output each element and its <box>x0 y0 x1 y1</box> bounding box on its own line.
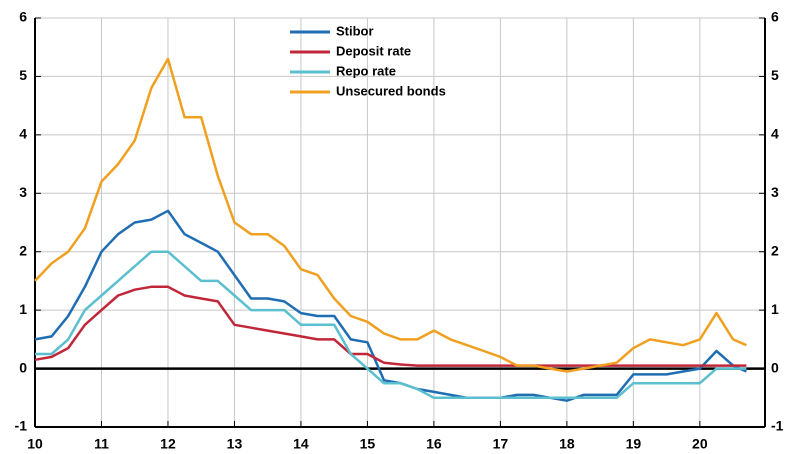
y2-tick-label: -1 <box>771 418 784 434</box>
x-tick-label: 15 <box>360 436 376 452</box>
x-tick-label: 17 <box>493 436 509 452</box>
y2-tick-label: 6 <box>771 9 779 25</box>
x-tick-label: 19 <box>626 436 642 452</box>
x-tick-label: 20 <box>692 436 708 452</box>
series-line <box>34 285 747 367</box>
y-tick-label: 3 <box>19 184 27 200</box>
x-tick-label: 16 <box>426 436 442 452</box>
y-tick-label: 5 <box>19 67 27 83</box>
x-tick-label: 12 <box>160 436 176 452</box>
y2-tick-label: 3 <box>771 184 779 200</box>
x-tick-label: 10 <box>27 436 43 452</box>
legend-label: Repo rate <box>336 63 396 78</box>
series-line <box>34 57 747 373</box>
y-tick-label: 6 <box>19 9 27 25</box>
y2-tick-label: 1 <box>771 301 779 317</box>
legend-label: Unsecured bonds <box>336 83 446 98</box>
y-tick-label: 1 <box>19 301 27 317</box>
y-tick-label: -1 <box>15 418 28 434</box>
y2-tick-label: 5 <box>771 67 779 83</box>
x-tick-label: 14 <box>293 436 309 452</box>
y2-tick-label: 2 <box>771 242 779 258</box>
y-tick-label: 0 <box>19 359 27 375</box>
legend-label: Stibor <box>336 23 374 38</box>
series-line <box>34 209 747 402</box>
y-tick-label: 4 <box>19 126 27 142</box>
x-tick-label: 18 <box>559 436 575 452</box>
x-tick-label: 11 <box>94 436 109 452</box>
legend-label: Deposit rate <box>336 43 411 58</box>
y2-tick-label: 4 <box>771 126 779 142</box>
x-tick-label: 13 <box>227 436 243 452</box>
y-tick-label: 2 <box>19 242 27 258</box>
series-line <box>35 250 747 400</box>
y2-tick-label: 0 <box>771 359 779 375</box>
